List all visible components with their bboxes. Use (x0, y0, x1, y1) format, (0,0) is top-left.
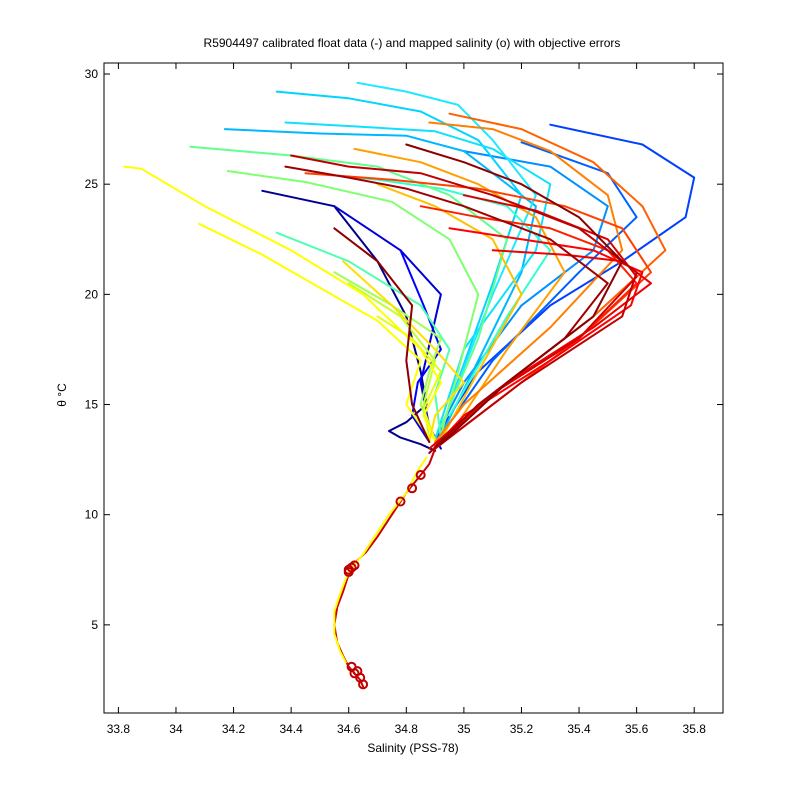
x-tick-label: 35.8 (683, 722, 707, 736)
x-tick-label: 34.2 (222, 722, 246, 736)
x-tick-label: 34.8 (395, 722, 419, 736)
mapped-point (343, 567, 354, 577)
series-line-3 (399, 249, 442, 443)
x-axis-label: Salinity (PSS-78) (367, 741, 458, 755)
series-line-9 (284, 121, 552, 441)
series-layer (123, 81, 696, 688)
x-tick-label: 34.6 (337, 722, 361, 736)
series-line-12 (275, 231, 451, 439)
mapped-points-layer (343, 470, 426, 690)
y-axis-label: θ °C (55, 383, 69, 407)
series-line-5 (439, 141, 638, 437)
y-tick-label: 5 (91, 618, 98, 632)
x-tick-label: 34.4 (279, 722, 303, 736)
x-axis-ticks: 33.8 34 34.2 34.4 34.6 34.8 35 35.2 35.4 35.6 35.8 (107, 63, 706, 736)
plot-frame (103, 62, 724, 714)
x-tick-label: 33.8 (107, 722, 131, 736)
x-tick-label: 35 (457, 722, 471, 736)
y-tick-label: 10 (85, 508, 99, 522)
series-line-11 (313, 172, 552, 417)
series-line-23 (428, 121, 624, 443)
y-tick-label: 15 (85, 398, 99, 412)
y-tick-label: 20 (85, 287, 99, 301)
x-tick-label: 34 (169, 722, 183, 736)
x-tick-label: 35.6 (625, 722, 649, 736)
series-line-7 (223, 128, 537, 437)
x-tick-label: 35.4 (567, 722, 591, 736)
chart-title: R5904497 calibrated float data (-) and m… (204, 36, 621, 50)
y-tick-label: 30 (85, 67, 99, 81)
mapped-point (415, 470, 426, 480)
series-line-8 (275, 90, 523, 406)
y-tick-label: 25 (85, 177, 99, 191)
x-tick-label: 35.2 (510, 722, 534, 736)
mapped-point (349, 560, 360, 571)
mapped-point (358, 679, 369, 690)
mapped-point (395, 496, 406, 507)
series-line-10 (356, 81, 537, 406)
mapped-point (407, 483, 418, 494)
series-line-22 (353, 147, 566, 437)
mapped-point (349, 668, 360, 679)
series-line-20 (342, 260, 465, 443)
series-line-19 (198, 222, 431, 439)
series-line-21 (376, 183, 523, 441)
y-axis-ticks: 5 10 15 20 25 30 (85, 67, 723, 632)
series-line-30 (290, 154, 638, 450)
series-line-33 (405, 143, 624, 446)
series-line-14 (226, 170, 480, 437)
series-line-32 (333, 227, 431, 443)
series-line-18 (123, 165, 442, 443)
